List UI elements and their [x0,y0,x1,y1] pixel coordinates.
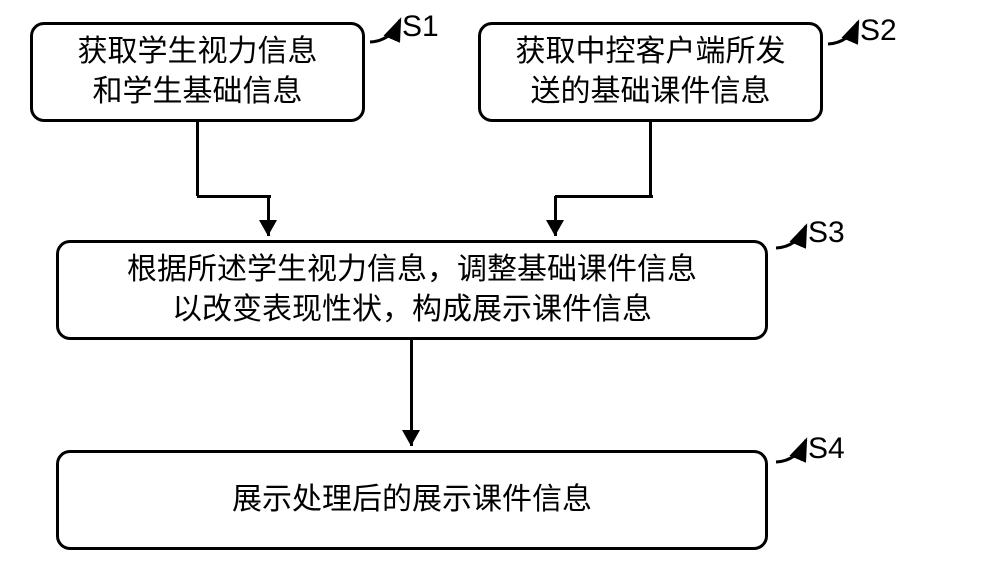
node-s3: 根据所述学生视力信息，调整基础课件信息以改变表现性状，构成展示课件信息 [56,240,768,340]
node-s4-text: 展示处理后的展示课件信息 [232,480,592,521]
edge-1-seg-0 [649,122,652,196]
flowchart-canvas: 获取学生视力信息和学生基础信息 获取中控客户端所发送的基础课件信息 根据所述学生… [0,0,1000,576]
node-s2-text: 获取中控客户端所发送的基础课件信息 [516,32,786,113]
node-s1-text: 获取学生视力信息和学生基础信息 [78,32,318,113]
label-pointer-0 [370,20,400,42]
step-label-s3: S3 [808,216,845,250]
node-s3-text: 根据所述学生视力信息，调整基础课件信息以改变表现性状，构成展示课件信息 [127,250,697,331]
step-label-s4: S4 [808,432,845,466]
node-s4: 展示处理后的展示课件信息 [56,450,768,550]
node-s1: 获取学生视力信息和学生基础信息 [30,22,365,122]
edge-1-head [546,220,564,236]
label-pointer-1 [828,22,858,44]
label-pointer-3 [776,440,806,462]
edge-0-seg-0 [196,122,199,196]
label-pointer-2 [776,226,806,248]
step-label-s2: S2 [860,14,897,48]
edge-1-seg-1 [555,195,653,198]
step-label-s1: S1 [402,10,439,44]
edge-2-head [402,430,420,446]
edge-0-head [259,220,277,236]
node-s2: 获取中控客户端所发送的基础课件信息 [478,22,823,122]
edge-0-seg-1 [197,195,271,198]
